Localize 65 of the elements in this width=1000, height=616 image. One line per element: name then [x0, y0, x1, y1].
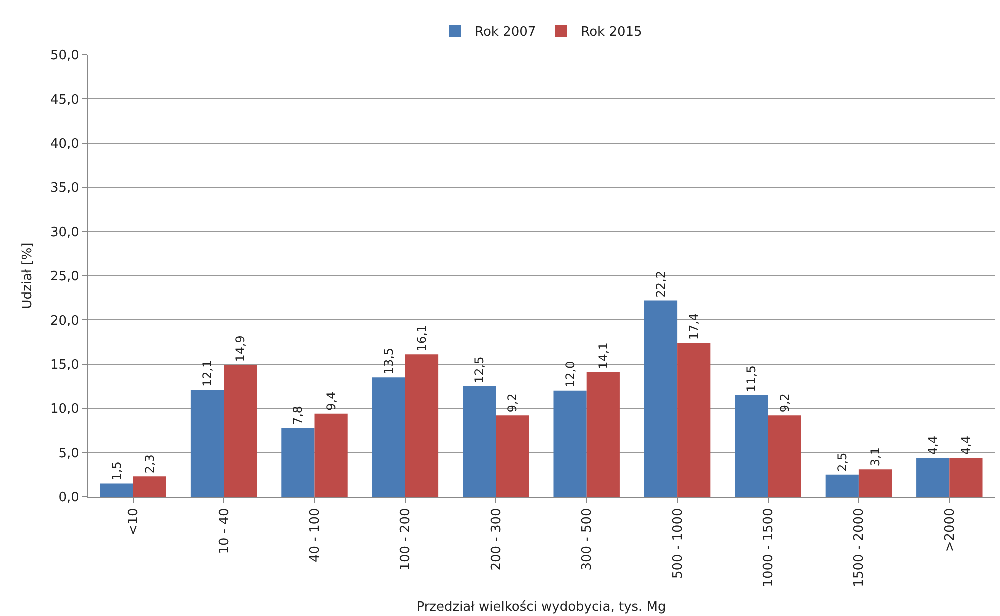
- data-label: 9,4: [324, 392, 338, 411]
- data-label: 3,1: [868, 448, 883, 467]
- bar: [496, 416, 530, 497]
- data-label: 2,5: [835, 452, 850, 472]
- x-tick-label: 1000 - 1500: [761, 508, 776, 588]
- x-tick-label: 300 - 500: [580, 508, 596, 571]
- x-tick-label: <10: [126, 508, 142, 536]
- y-tick-label: 15,0: [50, 358, 80, 373]
- y-tick-label: 30,0: [50, 225, 80, 240]
- data-label: 13,5: [382, 348, 396, 375]
- y-tick-label: 40,0: [50, 136, 80, 152]
- x-tick-label: >2000: [942, 508, 958, 552]
- data-label: 22,2: [654, 271, 668, 298]
- y-tick-label: 5,0: [58, 446, 80, 462]
- bar: [858, 470, 892, 497]
- bar: [768, 416, 802, 497]
- bar: [826, 474, 859, 497]
- y-axis-title: Udział [%]: [20, 242, 36, 310]
- x-tick-label: 40 - 100: [308, 508, 323, 563]
- bar: [644, 300, 678, 497]
- legend-label: Rok 2015: [581, 25, 642, 40]
- bar: [224, 365, 258, 497]
- legend-label: Rok 2007: [475, 25, 536, 40]
- data-label: 12,1: [200, 360, 214, 388]
- data-label: 14,9: [234, 336, 248, 362]
- data-label: 4,4: [959, 436, 974, 456]
- data-label: 12,0: [563, 361, 578, 388]
- bar: [950, 458, 983, 497]
- data-label: 17,4: [687, 313, 702, 340]
- bar: [133, 476, 166, 497]
- y-tick-label: 20,0: [50, 314, 80, 329]
- data-label: 9,2: [506, 394, 520, 413]
- x-tick-label: 100 - 200: [398, 508, 414, 571]
- data-label: 2,3: [142, 454, 157, 474]
- data-label: 7,8: [291, 406, 306, 426]
- bar: [586, 372, 620, 497]
- y-tick-label: 45,0: [50, 92, 80, 108]
- bar: [314, 414, 348, 497]
- bar: [463, 386, 496, 497]
- data-label: 14,1: [596, 342, 610, 370]
- bar: [100, 484, 134, 497]
- x-tick-label: 500 - 1000: [670, 508, 686, 580]
- y-tick-label: 35,0: [50, 181, 80, 196]
- data-label: 16,1: [415, 324, 430, 352]
- bar: [735, 395, 768, 497]
- bar: [916, 458, 950, 497]
- data-label: 9,2: [778, 394, 792, 413]
- data-label: 1,5: [110, 462, 124, 481]
- bar: [190, 390, 224, 497]
- bar: [405, 354, 439, 497]
- x-tick-label: 200 - 300: [489, 508, 504, 571]
- y-tick-label: 0,0: [58, 490, 80, 506]
- x-tick-label: 1500 - 2000: [852, 508, 868, 588]
- bar: [678, 343, 711, 497]
- x-tick-label: 10 - 40: [217, 508, 232, 554]
- bar: [554, 390, 587, 497]
- bar: [372, 378, 406, 497]
- y-tick-label: 25,0: [50, 270, 80, 285]
- x-axis-title: Przedział wielkości wydobycia, tys. Mg: [416, 600, 666, 615]
- y-tick-label: 10,0: [50, 402, 80, 418]
- data-label: 11,5: [744, 366, 759, 392]
- data-label: 12,5: [472, 356, 487, 384]
- data-label: 4,4: [926, 436, 940, 456]
- y-tick-label: 50,0: [50, 48, 80, 64]
- bar: [282, 428, 315, 497]
